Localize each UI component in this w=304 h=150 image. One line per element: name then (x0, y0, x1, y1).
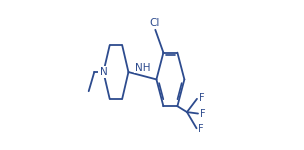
Text: F: F (199, 93, 204, 103)
Text: N: N (99, 67, 107, 77)
Text: F: F (200, 109, 206, 118)
Text: Cl: Cl (149, 18, 160, 28)
Text: NH: NH (135, 63, 150, 73)
Text: F: F (198, 124, 204, 134)
